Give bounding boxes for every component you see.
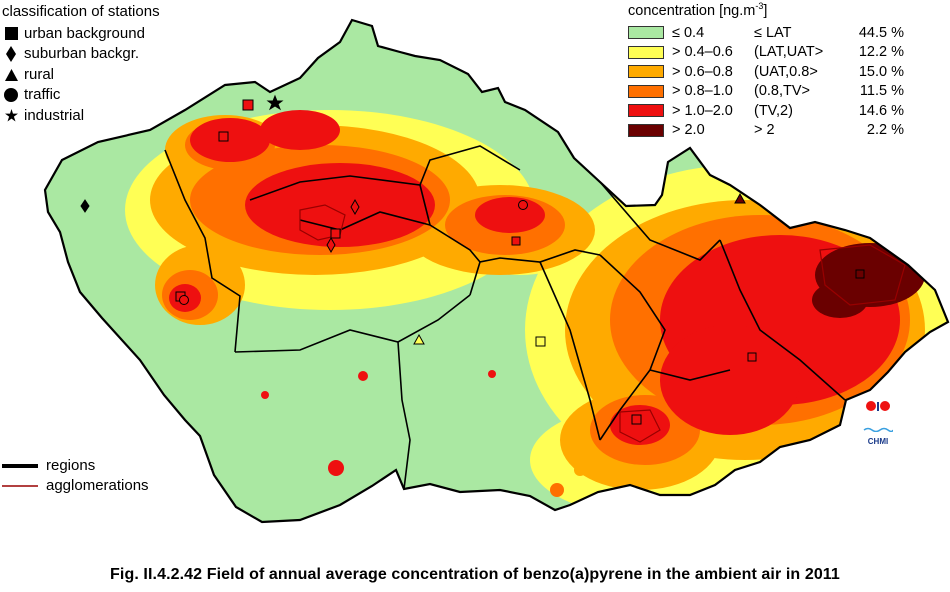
class-range: > 2.0 bbox=[672, 122, 705, 139]
concentration-legend-title: concentration [ng.m-3] bbox=[628, 1, 768, 19]
boundary-legend: regions agglomerations bbox=[2, 456, 149, 496]
station-traffic bbox=[179, 295, 189, 305]
legend-item-regions: regions bbox=[2, 456, 149, 476]
class-percent: 14.6 % bbox=[858, 102, 904, 119]
color-swatch bbox=[628, 84, 664, 98]
legend-item-industrial: industrial bbox=[2, 106, 160, 127]
station-rural-triangle bbox=[413, 333, 425, 345]
concentration-class-row: > 0.8–1.0 (0.8,TV> 11.5 % bbox=[628, 81, 904, 101]
legend-label: industrial bbox=[24, 106, 85, 124]
color-swatch bbox=[628, 123, 664, 137]
station-classification-legend: classification of stations urban backgro… bbox=[2, 2, 160, 126]
benzo-a-pyrene-concentration-map bbox=[43, 18, 950, 524]
concentration-class-row: > 2.0 > 2 2.2 % bbox=[628, 120, 904, 140]
legend-label: suburban backgr. bbox=[24, 45, 140, 62]
class-percent: 44.5 % bbox=[858, 24, 904, 41]
legend-item-suburban-background: suburban backgr. bbox=[2, 44, 160, 65]
concentration-class-row: > 0.4–0.6 (LAT,UAT> 12.2 % bbox=[628, 42, 904, 62]
regions-label: regions bbox=[46, 457, 96, 474]
station-traffic bbox=[518, 200, 528, 210]
chmi-logo: CHMI bbox=[858, 400, 898, 446]
legend-item-agglomerations: agglomerations bbox=[2, 476, 149, 496]
regions-line-icon bbox=[2, 464, 38, 468]
agglomerations-label: agglomerations bbox=[46, 477, 149, 494]
station-urban-background bbox=[855, 269, 865, 279]
triangle-icon bbox=[2, 68, 20, 81]
class-range: > 1.0–2.0 bbox=[672, 102, 733, 119]
station-urban-background bbox=[511, 236, 521, 246]
class-limit: (0.8,TV> bbox=[754, 83, 811, 100]
chmi-logo-icon bbox=[866, 401, 890, 411]
station-rural-triangle bbox=[734, 192, 746, 204]
class-range: > 0.4–0.6 bbox=[672, 44, 733, 61]
station-urban-background bbox=[535, 336, 546, 347]
legend-item-rural: rural bbox=[2, 65, 160, 86]
star-icon bbox=[2, 109, 20, 122]
class-range: ≤ 0.4 bbox=[672, 24, 705, 41]
station-urban-background bbox=[631, 414, 642, 425]
legend-item-traffic: traffic bbox=[2, 85, 160, 106]
class-percent: 15.0 % bbox=[858, 63, 904, 80]
country-border bbox=[43, 18, 950, 524]
concentration-class-row: ≤ 0.4 ≤ LAT 44.5 % bbox=[628, 23, 904, 43]
figure-caption: Fig. II.4.2.42 Field of annual average c… bbox=[110, 566, 840, 583]
color-swatch bbox=[628, 65, 664, 79]
station-urban-background bbox=[242, 99, 254, 111]
color-swatch bbox=[628, 104, 664, 118]
legend-label: traffic bbox=[24, 86, 61, 103]
station-suburban-diamond bbox=[80, 199, 90, 213]
station-suburban-diamond bbox=[326, 236, 336, 254]
circle-icon bbox=[2, 88, 20, 103]
color-swatch bbox=[628, 26, 664, 40]
class-limit: (TV,2) bbox=[754, 102, 793, 119]
class-percent: 11.5 % bbox=[859, 83, 904, 100]
diamond-icon bbox=[2, 46, 20, 63]
station-urban-background bbox=[218, 131, 229, 142]
legend-item-urban-background: urban background bbox=[2, 24, 160, 45]
agglomerations-line-icon bbox=[2, 485, 38, 487]
station-markers bbox=[80, 94, 865, 425]
class-limit: > 2 bbox=[754, 122, 775, 139]
chmi-wave-icon bbox=[863, 427, 894, 433]
station-industrial-star bbox=[266, 94, 284, 111]
concentration-legend: concentration [ng.m-3] ≤ 0.4 ≤ LAT 44.5 % >… bbox=[628, 1, 904, 140]
class-limit: (UAT,0.8> bbox=[754, 63, 818, 80]
square-icon bbox=[2, 27, 20, 41]
station-suburban-diamond bbox=[350, 198, 360, 216]
station-legend-title: classification of stations bbox=[2, 3, 160, 20]
station-urban-background bbox=[330, 228, 341, 239]
legend-label: rural bbox=[24, 65, 55, 83]
color-swatch bbox=[628, 45, 664, 59]
class-range: > 0.6–0.8 bbox=[672, 63, 733, 80]
concentration-class-row: > 0.6–0.8 (UAT,0.8> 15.0 % bbox=[628, 62, 904, 82]
concentration-class-row: > 1.0–2.0 (TV,2) 14.6 % bbox=[628, 101, 904, 121]
class-limit: (LAT,UAT> bbox=[754, 44, 824, 61]
class-limit: ≤ LAT bbox=[754, 24, 792, 41]
class-percent: 12.2 % bbox=[858, 44, 904, 61]
class-range: > 0.8–1.0 bbox=[672, 83, 733, 100]
station-urban-background bbox=[747, 352, 757, 362]
legend-label: urban background bbox=[24, 24, 145, 42]
chmi-logo-text: CHMI bbox=[867, 437, 889, 446]
class-percent: 2.2 % bbox=[866, 122, 904, 139]
